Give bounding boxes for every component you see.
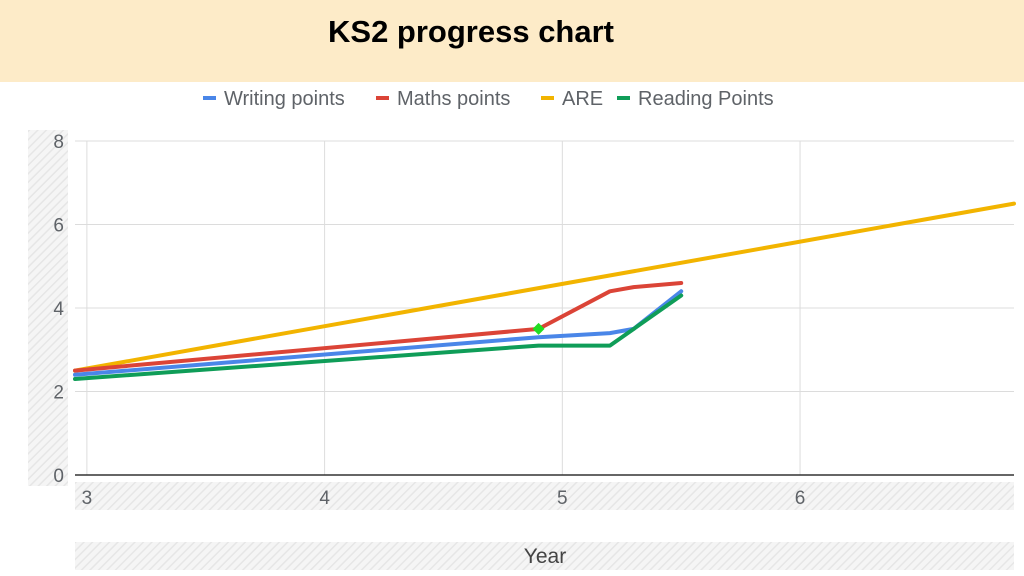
chart-area: 0 2 4 6 8 3 4 5 6 Year Writing points Maths points A… [0, 82, 1024, 576]
x-axis-band [75, 482, 1014, 510]
legend-item: Writing points [203, 88, 345, 110]
x-tick-label: 6 [795, 488, 806, 509]
legend-label: Reading Points [638, 88, 774, 110]
data-point-marker [532, 322, 545, 335]
legend-label: Maths points [397, 88, 510, 110]
x-tick-label: 4 [319, 488, 330, 509]
line-chart: 0 2 4 6 8 3 4 5 6 Year Writing points Maths points A… [28, 88, 1016, 570]
x-axis-title: Year [524, 545, 566, 568]
x-title-band [75, 542, 1014, 570]
legend-item: Maths points [376, 88, 510, 110]
series-line-reading-points [73, 293, 684, 381]
y-axis-band [28, 130, 68, 486]
x-tick-label: 3 [82, 488, 93, 509]
y-tick-label: 4 [53, 299, 64, 320]
legend-label: Writing points [224, 88, 345, 110]
x-tick-label: 5 [557, 488, 568, 509]
series-line-are [73, 201, 1016, 373]
y-tick-label: 2 [53, 383, 64, 404]
legend-label: ARE [562, 88, 603, 110]
y-tick-label: 8 [53, 132, 64, 153]
y-tick-label: 0 [53, 466, 64, 487]
legend-item: ARE [541, 88, 603, 110]
title-banner: KS2 progress chart [0, 0, 1024, 82]
y-tick-label: 6 [53, 216, 64, 237]
series-line-maths-points [73, 281, 684, 373]
legend-item: Reading Points [617, 88, 774, 110]
page-title: KS2 progress chart [328, 14, 614, 49]
